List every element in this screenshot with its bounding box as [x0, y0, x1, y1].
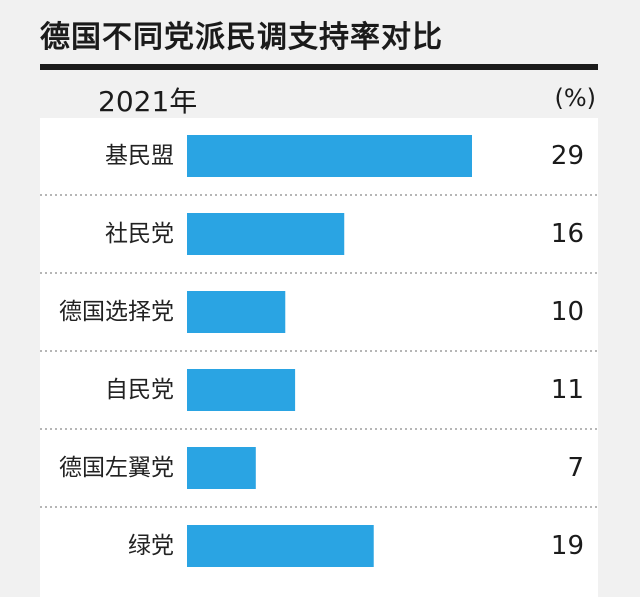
category-label: 自民党 — [105, 377, 174, 403]
category-label: 德国左翼党 — [59, 455, 174, 481]
value-label: 10 — [550, 297, 584, 327]
value-label: 16 — [550, 219, 584, 249]
value-label: 19 — [550, 531, 584, 561]
year-label: 2021年 — [98, 85, 198, 118]
value-label: 11 — [550, 375, 584, 405]
bar-chart — [40, 135, 598, 567]
bar-2 — [187, 213, 345, 255]
category-label: 绿党 — [128, 533, 174, 559]
category-label: 社民党 — [105, 221, 174, 247]
title-rule — [40, 64, 598, 70]
value-label: 29 — [550, 141, 584, 171]
value-label: 7 — [567, 453, 584, 483]
unit-label: (%) — [554, 84, 596, 112]
chart-title: 德国不同党派民调支持率对比 — [40, 20, 443, 55]
bar-5 — [187, 447, 256, 489]
category-label: 德国选择党 — [59, 299, 174, 325]
category-label: 基民盟 — [105, 143, 174, 169]
bar-4 — [187, 369, 296, 411]
bar-6 — [187, 525, 374, 567]
bar-3 — [187, 291, 286, 333]
bar-1 — [187, 135, 472, 177]
chart-panel: 基民盟社民党德国选择党自民党德国左翼党绿党 29 16 10 11 7 19 — [40, 118, 598, 597]
